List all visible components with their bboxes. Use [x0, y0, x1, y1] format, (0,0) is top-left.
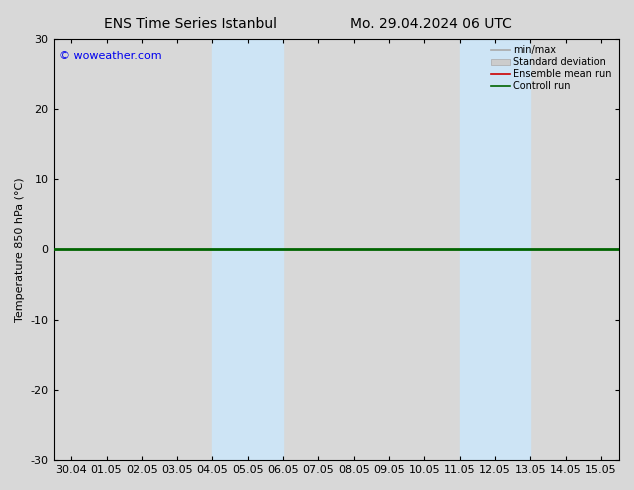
Legend: min/max, Standard deviation, Ensemble mean run, Controll run: min/max, Standard deviation, Ensemble me… — [489, 44, 614, 93]
Bar — [460, 39, 495, 460]
Text: © woweather.com: © woweather.com — [59, 51, 162, 61]
Bar — [212, 39, 248, 460]
Text: Mo. 29.04.2024 06 UTC: Mo. 29.04.2024 06 UTC — [350, 17, 512, 31]
Y-axis label: Temperature 850 hPa (°C): Temperature 850 hPa (°C) — [15, 177, 25, 321]
Text: ENS Time Series Istanbul: ENS Time Series Istanbul — [104, 17, 276, 31]
Bar — [248, 39, 283, 460]
Bar — [495, 39, 530, 460]
